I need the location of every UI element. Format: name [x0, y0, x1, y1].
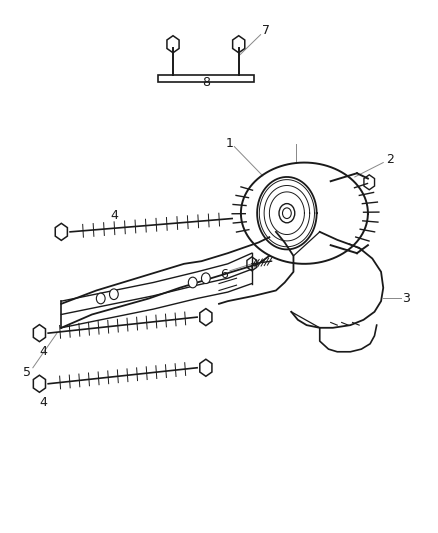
Text: 8: 8 — [202, 76, 210, 89]
Circle shape — [110, 289, 118, 300]
Circle shape — [279, 204, 295, 223]
Text: 1: 1 — [226, 138, 234, 150]
Text: 6: 6 — [220, 268, 228, 281]
Text: 3: 3 — [403, 292, 410, 305]
Circle shape — [96, 293, 105, 304]
Circle shape — [201, 273, 210, 284]
Text: 2: 2 — [386, 154, 394, 166]
Text: 5: 5 — [23, 366, 31, 378]
Text: 4: 4 — [40, 396, 48, 409]
Text: 4: 4 — [110, 209, 118, 222]
Circle shape — [188, 277, 197, 288]
Text: 7: 7 — [262, 25, 270, 37]
Text: 4: 4 — [40, 345, 48, 358]
